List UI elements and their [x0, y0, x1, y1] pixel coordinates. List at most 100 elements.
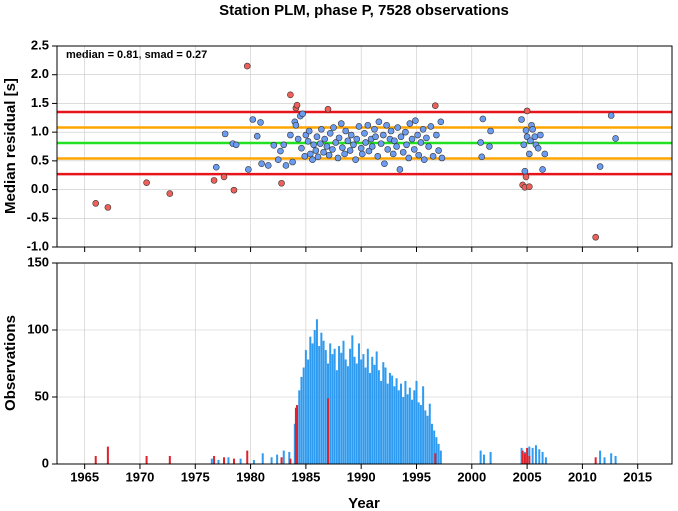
bar — [344, 359, 347, 464]
point — [384, 146, 392, 153]
point — [518, 116, 525, 123]
bar — [322, 340, 325, 464]
bar — [307, 359, 310, 464]
bar — [400, 383, 403, 464]
bar — [382, 362, 385, 464]
point — [299, 110, 306, 118]
point — [335, 134, 343, 142]
point — [353, 135, 361, 143]
point — [289, 158, 296, 166]
bar — [353, 356, 356, 464]
point — [324, 105, 332, 113]
point — [541, 150, 549, 158]
point — [282, 162, 290, 169]
point — [257, 119, 264, 126]
bar — [406, 394, 409, 464]
bar — [338, 346, 341, 464]
x-tick-label: 2005 — [513, 469, 542, 484]
y-tick-label: 100 — [27, 321, 49, 336]
point — [397, 133, 405, 141]
bar — [479, 450, 482, 464]
point — [357, 144, 365, 152]
bar — [610, 453, 613, 464]
bar — [326, 398, 329, 464]
point — [312, 147, 320, 154]
bar — [280, 457, 283, 464]
point — [486, 143, 493, 150]
point — [92, 200, 100, 207]
y-tick-label: 50 — [35, 388, 49, 403]
bar — [366, 348, 369, 464]
point — [402, 128, 409, 136]
bar — [311, 343, 314, 464]
point — [527, 137, 534, 145]
point — [420, 156, 428, 164]
bar — [395, 378, 398, 464]
point — [355, 123, 363, 130]
bar — [388, 372, 391, 464]
bar — [333, 348, 336, 464]
point — [230, 186, 238, 194]
chart-title: Station PLM, phase P, 7528 observations — [219, 2, 509, 19]
point — [320, 148, 327, 156]
point — [318, 125, 325, 133]
point — [166, 190, 174, 197]
point — [278, 179, 285, 187]
point — [352, 156, 359, 164]
point — [325, 151, 333, 159]
point — [433, 131, 440, 139]
point — [301, 152, 309, 160]
point — [305, 127, 313, 135]
point — [298, 144, 305, 152]
point — [245, 166, 252, 173]
bar — [393, 386, 396, 464]
point — [143, 179, 150, 186]
point — [321, 135, 328, 143]
bar — [282, 450, 285, 464]
x-tick-label: 2010 — [568, 469, 597, 484]
point — [429, 152, 437, 160]
bar — [375, 351, 378, 464]
bar — [300, 376, 303, 464]
bar — [415, 380, 418, 464]
point — [523, 107, 531, 115]
bar — [94, 455, 97, 464]
point — [537, 131, 544, 139]
point — [346, 147, 354, 154]
point — [435, 147, 442, 154]
bar — [362, 354, 365, 464]
bar — [346, 366, 349, 464]
point — [249, 116, 257, 123]
point — [607, 112, 615, 119]
bar — [614, 455, 617, 464]
bar — [411, 399, 414, 464]
point — [478, 153, 486, 161]
bar — [413, 390, 416, 464]
point — [293, 101, 301, 109]
bar — [482, 454, 485, 464]
point — [427, 123, 435, 130]
bar — [422, 386, 425, 464]
bar — [232, 458, 235, 464]
point — [526, 150, 533, 158]
bar — [276, 454, 279, 464]
point — [253, 132, 261, 140]
point — [417, 139, 425, 146]
point — [408, 135, 416, 143]
point — [526, 183, 533, 190]
point — [423, 134, 430, 142]
bar — [355, 363, 358, 464]
bar — [289, 458, 292, 464]
point — [270, 142, 278, 149]
x-tick-label: 1975 — [181, 469, 210, 484]
bar — [298, 390, 301, 464]
point — [403, 141, 410, 149]
point — [334, 154, 342, 162]
point — [479, 115, 487, 123]
x-tick-label: 1995 — [402, 469, 431, 484]
y-tick-label: 0.0 — [31, 181, 49, 196]
bar — [430, 423, 433, 464]
bar — [384, 367, 387, 464]
point — [399, 148, 407, 156]
